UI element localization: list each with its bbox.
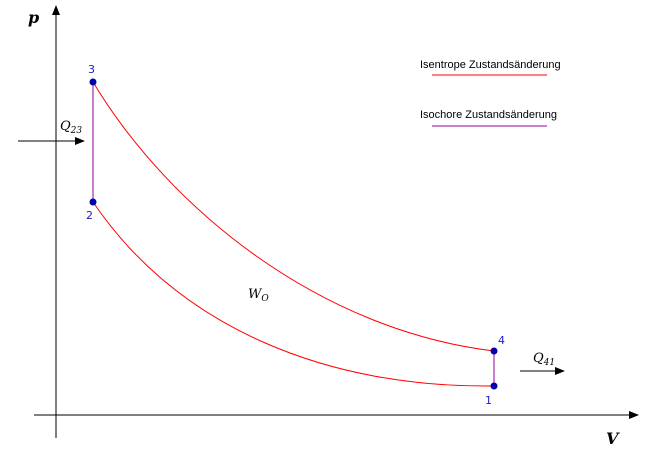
work-label: WO: [248, 287, 269, 304]
point-label-2: 2: [86, 209, 93, 222]
y-axis-label: p: [28, 8, 39, 27]
legend-isentropic-text: Isentrope Zustandsänderung: [420, 59, 561, 71]
state-point-4: [490, 347, 498, 355]
legend-isochoric-text: Isochore Zustandsänderung: [420, 109, 557, 121]
point-label-1: 1: [485, 394, 492, 407]
heat-out-label: Q41: [533, 351, 555, 368]
heat-in-label: Q23: [60, 119, 82, 136]
isentrope-curve-2-1: [92, 201, 495, 387]
state-point-3: [89, 78, 97, 86]
point-label-3: 3: [88, 63, 95, 76]
point-label-4: 4: [498, 334, 505, 347]
state-point-2: [89, 198, 97, 206]
x-axis-label: V: [606, 429, 620, 448]
legend: Isentrope Zustandsänderung Isochore Zust…: [420, 59, 561, 127]
state-point-1: [490, 382, 498, 390]
isentrope-curve-3-4: [92, 81, 495, 352]
